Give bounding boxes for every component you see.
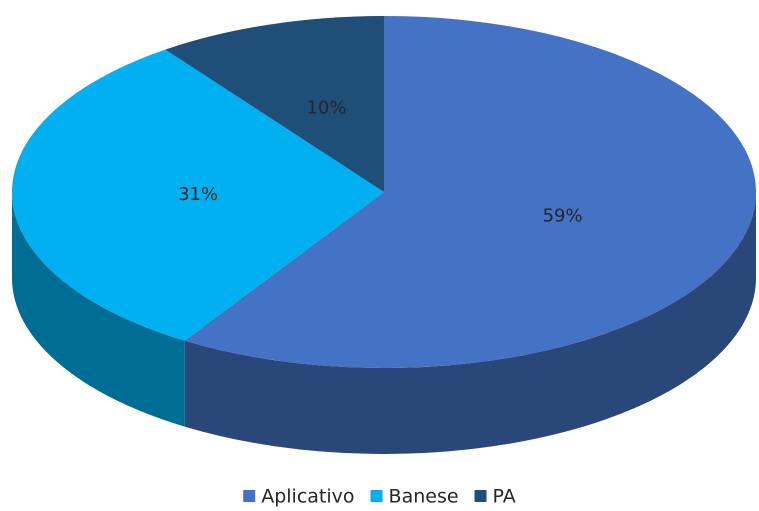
legend-label: Aplicativo <box>261 486 354 508</box>
slice <box>165 16 384 192</box>
legend-label: PA <box>493 486 516 508</box>
data-label: 31% <box>178 184 218 205</box>
data-label: 10% <box>307 97 347 118</box>
slice-side <box>184 192 757 454</box>
slice <box>184 16 756 368</box>
legend-swatch <box>243 490 256 502</box>
data-label: 59% <box>543 206 583 227</box>
legend-label: Banese <box>389 486 459 508</box>
slice-side <box>12 192 185 427</box>
legend-swatch <box>370 490 383 502</box>
slice <box>11 49 385 341</box>
legend-swatch <box>474 490 487 502</box>
